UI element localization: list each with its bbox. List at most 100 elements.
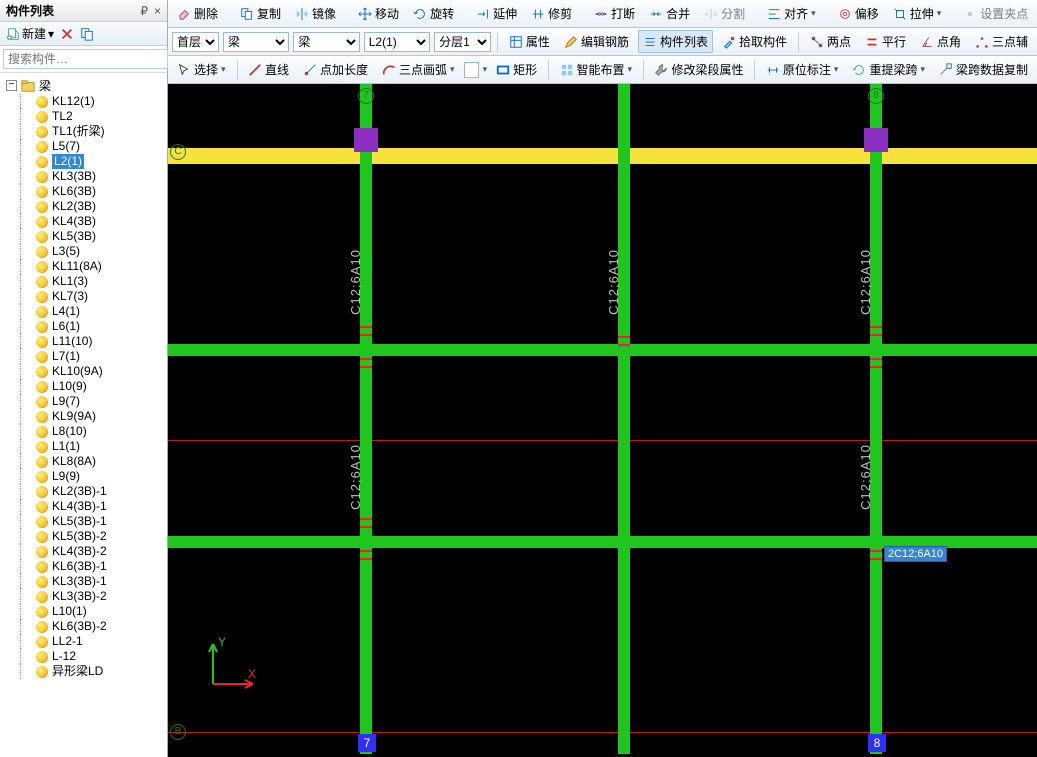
- extend-button[interactable]: 延伸: [471, 2, 522, 25]
- tree-item[interactable]: L6(1): [34, 319, 167, 334]
- tree-item[interactable]: KL2(3B): [34, 199, 167, 214]
- tree-item[interactable]: LL2-1: [34, 634, 167, 649]
- tree-item[interactable]: L1(1): [34, 439, 167, 454]
- tree-item-label: L5(7): [52, 139, 80, 154]
- trim-button[interactable]: 修剪: [526, 2, 577, 25]
- setpoint-button[interactable]: 设置夹点: [958, 2, 1033, 25]
- parallel-icon: [865, 35, 879, 49]
- color-dd-icon[interactable]: ▾: [483, 64, 488, 75]
- split-button[interactable]: 分割: [699, 2, 750, 25]
- close-icon[interactable]: ×: [154, 4, 161, 18]
- tree-item[interactable]: KL10(9A): [34, 364, 167, 379]
- toolbar-edit: 删除 复制 镜像 移动 旋转 延伸 修剪 打断 合并 分割 对齐▾ 偏移 拉伸▾…: [168, 0, 1037, 28]
- copy-tree-button[interactable]: [80, 27, 94, 41]
- tree-item[interactable]: L2(1): [34, 154, 167, 169]
- tree-item[interactable]: KL6(3B)-2: [34, 619, 167, 634]
- tree-item[interactable]: 异形梁LD: [34, 664, 167, 679]
- mirror-button[interactable]: 镜像: [290, 2, 341, 25]
- tree-item[interactable]: L7(1): [34, 349, 167, 364]
- copy-button[interactable]: 复制: [235, 2, 286, 25]
- beamdatacopy-button[interactable]: 梁跨数据复制: [934, 58, 1033, 81]
- tree-item[interactable]: KL3(3B)-2: [34, 589, 167, 604]
- component-select[interactable]: L2(1): [364, 32, 430, 52]
- pick-button[interactable]: 拾取构件: [717, 30, 792, 53]
- folder-icon: [21, 79, 35, 93]
- inplacelabel-button[interactable]: 原位标注▾: [761, 58, 844, 81]
- tree-item[interactable]: KL2(3B)-1: [34, 484, 167, 499]
- tree-item[interactable]: L4(1): [34, 304, 167, 319]
- edit-rebar-button[interactable]: 编辑钢筋: [559, 30, 634, 53]
- parallel-button[interactable]: 平行: [860, 30, 911, 53]
- complist-button[interactable]: 构件列表: [638, 30, 713, 53]
- component-icon: [36, 441, 48, 453]
- tree-item[interactable]: L11(10): [34, 334, 167, 349]
- threearc-button[interactable]: 三点画弧▾: [377, 58, 460, 81]
- search-input[interactable]: [3, 49, 168, 69]
- tree-item[interactable]: L10(9): [34, 379, 167, 394]
- tree-item[interactable]: TL1(折梁): [34, 124, 167, 139]
- category1-select[interactable]: 梁: [223, 32, 289, 52]
- beam-label: C12;6A10: [606, 249, 621, 315]
- tree-item[interactable]: KL5(3B)-1: [34, 514, 167, 529]
- tree-item[interactable]: KL3(3B): [34, 169, 167, 184]
- ptangle-button[interactable]: 点角: [915, 30, 966, 53]
- category2-select[interactable]: 梁: [293, 32, 359, 52]
- tree-root[interactable]: − 梁: [6, 77, 167, 94]
- offset-button[interactable]: 偏移: [833, 2, 884, 25]
- tree-item[interactable]: KL5(3B)-2: [34, 529, 167, 544]
- tree-item[interactable]: KL4(3B)-2: [34, 544, 167, 559]
- tree-item[interactable]: KL5(3B): [34, 229, 167, 244]
- tree-item-label: KL4(3B)-2: [52, 544, 107, 559]
- component-tree[interactable]: − 梁 KL12(1)TL2TL1(折梁)L5(7)L2(1)KL3(3B)KL…: [0, 73, 167, 757]
- tree-item[interactable]: L-12: [34, 649, 167, 664]
- tree-item[interactable]: KL11(8A): [34, 259, 167, 274]
- tree-item[interactable]: KL6(3B): [34, 184, 167, 199]
- move-button[interactable]: 移动: [353, 2, 404, 25]
- tree-item[interactable]: L9(9): [34, 469, 167, 484]
- rect-button[interactable]: 矩形: [491, 58, 542, 81]
- tree-item[interactable]: KL9(9A): [34, 409, 167, 424]
- tree-item[interactable]: KL3(3B)-1: [34, 574, 167, 589]
- tree-item[interactable]: KL4(3B)-1: [34, 499, 167, 514]
- datacopy-icon: [939, 63, 953, 77]
- pin-icon[interactable]: ₽: [140, 4, 148, 18]
- ptlength-button[interactable]: 点加长度: [298, 58, 373, 81]
- attrs-button[interactable]: 属性: [504, 30, 555, 53]
- align-button[interactable]: 对齐▾: [762, 2, 821, 25]
- drawing-canvas[interactable]: C12;6A10C12;6A10C12;6A10C12;6A10C12;6A10…: [168, 84, 1037, 757]
- tree-item[interactable]: KL7(3): [34, 289, 167, 304]
- tree-item[interactable]: KL1(3): [34, 274, 167, 289]
- tree-item[interactable]: KL12(1): [34, 94, 167, 109]
- tree-item[interactable]: L9(7): [34, 394, 167, 409]
- editbeamseg-button[interactable]: 修改梁段属性: [649, 58, 748, 81]
- layer-select[interactable]: 分层1: [434, 32, 491, 52]
- tree-item[interactable]: KL6(3B)-1: [34, 559, 167, 574]
- break-button[interactable]: 打断: [589, 2, 640, 25]
- tree-item-label: KL4(3B): [52, 214, 96, 229]
- tree-item[interactable]: L10(1): [34, 604, 167, 619]
- tree-item[interactable]: TL2: [34, 109, 167, 124]
- delete-button[interactable]: 删除: [172, 2, 223, 25]
- threept-icon: [975, 35, 989, 49]
- tree-item[interactable]: L3(5): [34, 244, 167, 259]
- list-icon: [643, 35, 657, 49]
- tree-item[interactable]: KL8(8A): [34, 454, 167, 469]
- select-button[interactable]: 选择▾: [172, 58, 231, 81]
- color-dropdown[interactable]: [464, 62, 479, 78]
- smartlayout-button[interactable]: 智能布置▾: [555, 58, 638, 81]
- new-button[interactable]: 新建 ▾: [6, 25, 54, 42]
- tree-item[interactable]: L8(10): [34, 424, 167, 439]
- tree-item[interactable]: KL4(3B): [34, 214, 167, 229]
- stretch-button[interactable]: 拉伸▾: [888, 2, 947, 25]
- collapse-icon[interactable]: −: [6, 80, 17, 91]
- line-button[interactable]: 直线: [243, 58, 294, 81]
- merge-button[interactable]: 合并: [644, 2, 695, 25]
- threeptedge-button[interactable]: 三点辅: [970, 30, 1033, 53]
- twopt-button[interactable]: 两点: [805, 30, 856, 53]
- redrawspan-button[interactable]: 重提梁跨▾: [847, 58, 930, 81]
- rotate-button[interactable]: 旋转: [408, 2, 459, 25]
- tree-item[interactable]: L5(7): [34, 139, 167, 154]
- floor-select[interactable]: 首层: [172, 32, 219, 52]
- component-icon: [36, 186, 48, 198]
- delete-tree-button[interactable]: [60, 27, 74, 41]
